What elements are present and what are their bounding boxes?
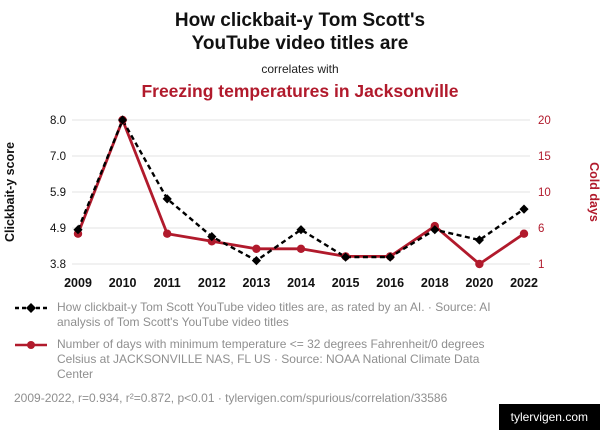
correlate-title: Freezing temperatures in Jacksonville (141, 80, 459, 101)
legend-text-cold-days: Number of days with minimum temperature … (57, 336, 485, 381)
legend-item-cold-days: Number of days with minimum temperature … (14, 337, 600, 382)
svg-text:2011: 2011 (154, 276, 181, 290)
svg-text:2020: 2020 (465, 276, 493, 290)
connector-text: correlates with (261, 61, 339, 76)
svg-text:7.0: 7.0 (50, 151, 66, 163)
svg-text:2015: 2015 (332, 276, 360, 290)
legend-item-clickbait: How clickbait-y Tom Scott YouTube video … (14, 300, 600, 330)
legend: How clickbait-y Tom Scott YouTube video … (14, 300, 600, 382)
svg-text:2009: 2009 (64, 276, 92, 290)
svg-text:Cold days: Cold days (587, 162, 600, 222)
svg-text:6: 6 (538, 223, 544, 235)
svg-text:15: 15 (538, 151, 551, 163)
legend-text-clickbait: How clickbait-y Tom Scott YouTube video … (57, 299, 491, 329)
svg-text:2010: 2010 (109, 276, 137, 290)
stats-line: 2009-2022, r=0.934, r²=0.872, p<0.01 · t… (14, 390, 448, 405)
site-badge[interactable]: tylervigen.com (498, 404, 600, 430)
svg-text:5.9: 5.9 (50, 187, 66, 199)
svg-text:2018: 2018 (421, 276, 449, 290)
solid-circle-series-icon (15, 340, 47, 349)
page-title: How clickbait-y Tom Scott's YouTube vide… (174, 10, 426, 54)
svg-text:2022: 2022 (510, 276, 538, 290)
svg-text:3.8: 3.8 (50, 259, 66, 271)
title-block: How clickbait-y Tom Scott's YouTube vide… (0, 0, 600, 102)
svg-text:4.9: 4.9 (50, 223, 66, 235)
svg-text:2013: 2013 (242, 276, 270, 290)
svg-text:2014: 2014 (287, 276, 315, 290)
svg-text:8.0: 8.0 (50, 115, 66, 127)
svg-text:2016: 2016 (376, 276, 404, 290)
svg-text:1: 1 (538, 259, 544, 271)
svg-text:Clickbait-y score: Clickbait-y score (3, 142, 17, 242)
dashed-diamond-series-icon (15, 302, 47, 313)
svg-text:20: 20 (538, 115, 551, 127)
correlation-line-chart: 8.0 20 7.0 15 5.9 10 4.9 6 3.8 1 2009 2010 2011 2012 2… (3, 115, 600, 290)
svg-text:2012: 2012 (198, 276, 226, 290)
svg-text:10: 10 (538, 187, 551, 199)
